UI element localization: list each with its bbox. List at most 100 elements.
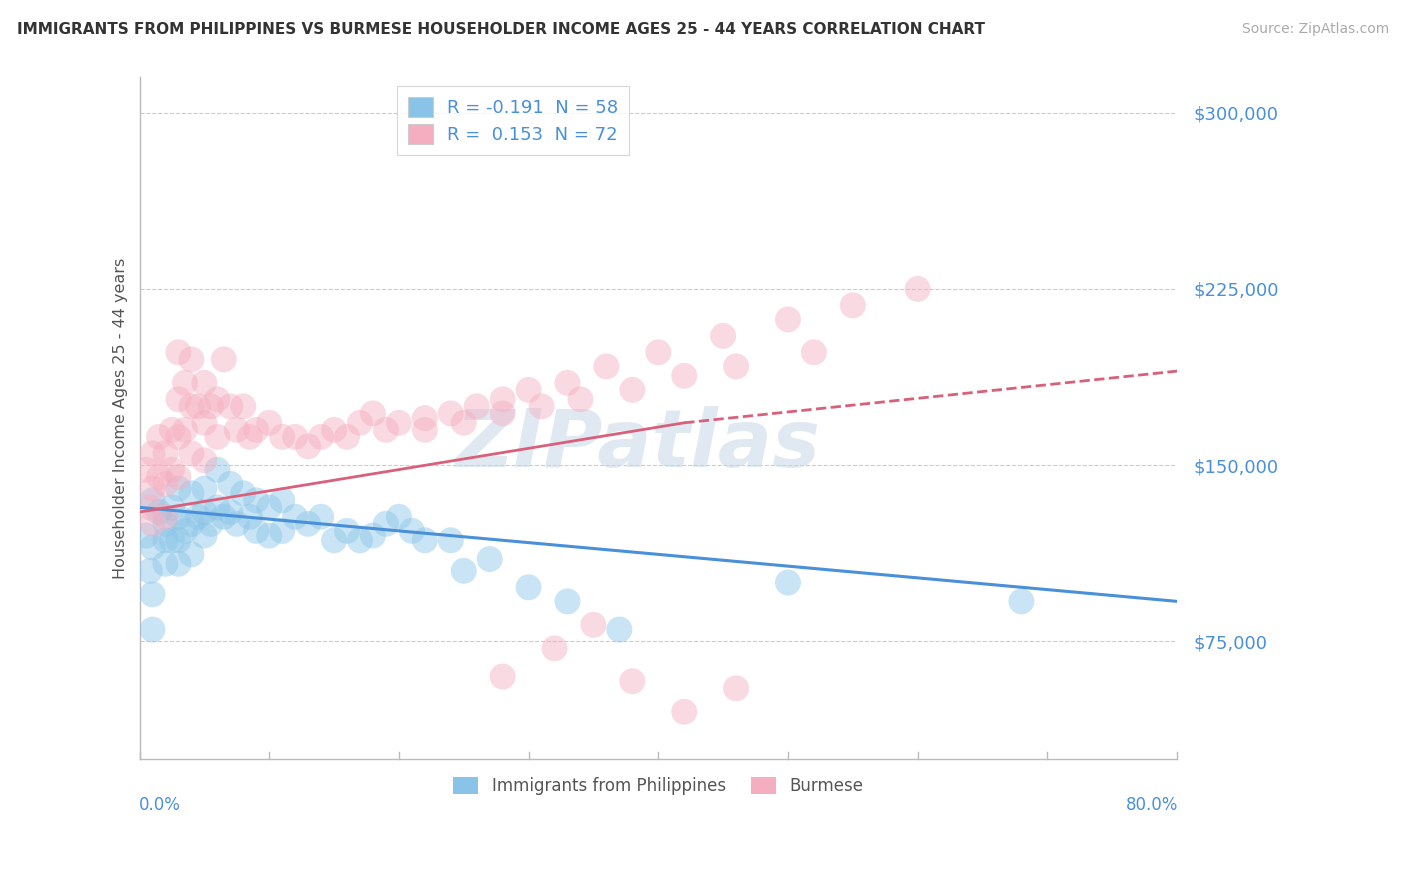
- Point: [349, 533, 371, 548]
- Point: [207, 463, 229, 477]
- Point: [167, 470, 190, 484]
- Point: [309, 509, 332, 524]
- Point: [374, 423, 396, 437]
- Point: [225, 516, 247, 531]
- Point: [148, 430, 170, 444]
- Point: [711, 329, 734, 343]
- Point: [776, 575, 799, 590]
- Point: [232, 400, 254, 414]
- Y-axis label: Householder Income Ages 25 - 44 years: Householder Income Ages 25 - 44 years: [114, 258, 128, 579]
- Point: [440, 406, 463, 420]
- Point: [141, 541, 163, 555]
- Point: [413, 533, 436, 548]
- Point: [725, 359, 748, 374]
- Point: [141, 482, 163, 496]
- Legend: R = -0.191  N = 58, R =  0.153  N = 72: R = -0.191 N = 58, R = 0.153 N = 72: [396, 87, 630, 155]
- Point: [543, 641, 565, 656]
- Text: 0.0%: 0.0%: [139, 797, 180, 814]
- Point: [167, 533, 190, 548]
- Point: [135, 528, 157, 542]
- Point: [517, 580, 540, 594]
- Point: [257, 500, 280, 515]
- Point: [207, 392, 229, 407]
- Point: [167, 509, 190, 524]
- Point: [725, 681, 748, 696]
- Point: [167, 345, 190, 359]
- Point: [180, 400, 202, 414]
- Point: [180, 352, 202, 367]
- Point: [297, 439, 319, 453]
- Point: [160, 500, 183, 515]
- Point: [193, 376, 215, 390]
- Point: [647, 345, 669, 359]
- Point: [193, 416, 215, 430]
- Point: [180, 516, 202, 531]
- Point: [174, 524, 197, 538]
- Point: [907, 282, 929, 296]
- Point: [225, 423, 247, 437]
- Point: [388, 509, 411, 524]
- Point: [167, 392, 190, 407]
- Text: IMMIGRANTS FROM PHILIPPINES VS BURMESE HOUSEHOLDER INCOME AGES 25 - 44 YEARS COR: IMMIGRANTS FROM PHILIPPINES VS BURMESE H…: [17, 22, 984, 37]
- Point: [582, 618, 605, 632]
- Point: [219, 400, 242, 414]
- Point: [621, 383, 644, 397]
- Point: [212, 509, 235, 524]
- Text: 80.0%: 80.0%: [1126, 797, 1178, 814]
- Text: Source: ZipAtlas.com: Source: ZipAtlas.com: [1241, 22, 1389, 37]
- Point: [148, 505, 170, 519]
- Point: [174, 423, 197, 437]
- Point: [842, 298, 865, 312]
- Point: [200, 516, 222, 531]
- Point: [135, 463, 157, 477]
- Point: [245, 493, 267, 508]
- Point: [257, 416, 280, 430]
- Point: [141, 493, 163, 508]
- Point: [180, 486, 202, 500]
- Point: [453, 416, 475, 430]
- Point: [323, 423, 346, 437]
- Point: [160, 423, 183, 437]
- Point: [167, 482, 190, 496]
- Point: [492, 392, 515, 407]
- Point: [141, 446, 163, 460]
- Point: [160, 533, 183, 548]
- Point: [413, 411, 436, 425]
- Point: [155, 557, 177, 571]
- Point: [155, 533, 177, 548]
- Point: [155, 476, 177, 491]
- Point: [187, 400, 209, 414]
- Point: [776, 312, 799, 326]
- Text: ZIPatlas: ZIPatlas: [456, 407, 820, 484]
- Point: [530, 400, 553, 414]
- Point: [361, 528, 384, 542]
- Point: [569, 392, 592, 407]
- Point: [155, 516, 177, 531]
- Point: [465, 400, 488, 414]
- Point: [336, 524, 359, 538]
- Point: [803, 345, 825, 359]
- Point: [621, 674, 644, 689]
- Point: [187, 509, 209, 524]
- Point: [141, 516, 163, 531]
- Point: [193, 528, 215, 542]
- Point: [361, 406, 384, 420]
- Point: [212, 352, 235, 367]
- Point: [609, 623, 631, 637]
- Point: [271, 524, 294, 538]
- Point: [284, 430, 307, 444]
- Point: [271, 493, 294, 508]
- Point: [239, 430, 262, 444]
- Point: [141, 587, 163, 601]
- Point: [141, 623, 163, 637]
- Point: [239, 509, 262, 524]
- Point: [139, 564, 162, 578]
- Point: [155, 509, 177, 524]
- Point: [207, 430, 229, 444]
- Point: [673, 705, 696, 719]
- Point: [271, 430, 294, 444]
- Point: [180, 446, 202, 460]
- Point: [257, 528, 280, 542]
- Point: [401, 524, 423, 538]
- Point: [193, 505, 215, 519]
